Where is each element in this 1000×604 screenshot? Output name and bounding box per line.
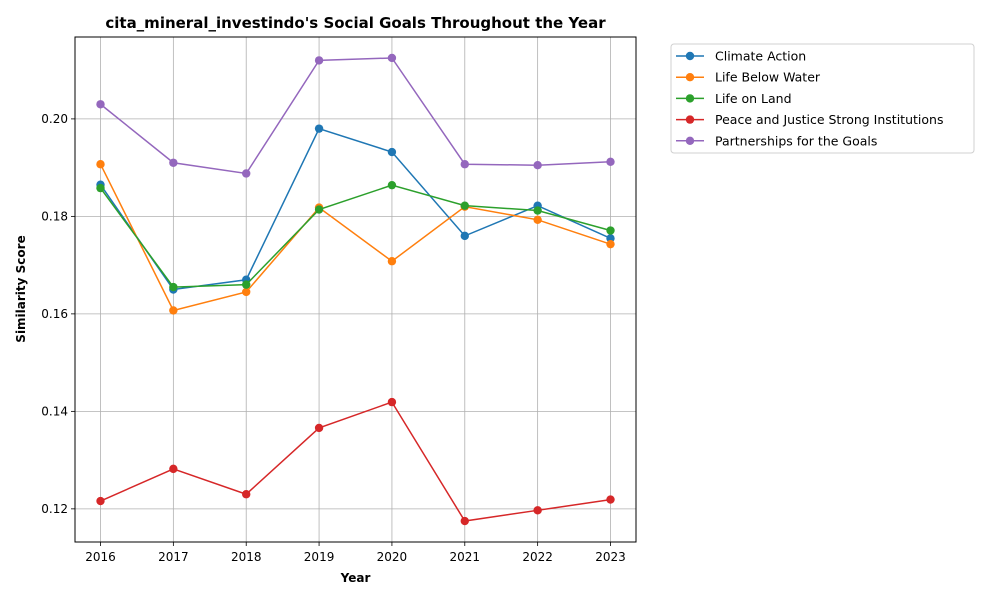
data-point	[314, 124, 324, 133]
legend-label: Peace and Justice Strong Institutions	[715, 112, 943, 127]
data-point	[606, 239, 615, 249]
data-point	[96, 183, 105, 193]
y-axis-title: Similarity Score	[14, 235, 28, 342]
data-point	[533, 160, 542, 170]
plot-frame	[74, 36, 637, 543]
data-point	[242, 280, 251, 289]
data-point	[169, 158, 178, 167]
x-tick-label: 2021	[450, 550, 481, 564]
data-point	[387, 53, 397, 63]
series-group	[96, 180, 615, 292]
data-point	[387, 147, 397, 157]
series-line	[99, 127, 611, 291]
data-point	[387, 397, 397, 407]
data-point	[460, 516, 469, 526]
data-point	[314, 423, 324, 433]
y-tick-label: 0.12	[41, 502, 68, 516]
legend-label: Life on Land	[715, 91, 792, 106]
legend-label: Life Below Water	[715, 70, 821, 85]
data-point	[242, 490, 251, 499]
data-point	[96, 496, 105, 506]
legend-marker	[685, 115, 695, 124]
x-tick-label: 2016	[85, 550, 116, 564]
legend-box	[670, 43, 975, 154]
data-point	[606, 234, 615, 243]
legend-label: Partnerships for the Goals	[715, 133, 877, 148]
data-point	[606, 157, 615, 166]
series-line	[99, 184, 611, 288]
data-point	[606, 226, 615, 235]
legend: Climate Action Life Below Water Life on La…	[670, 43, 975, 154]
x-tick-label: 2019	[304, 550, 335, 564]
y-tick-label: 0.14	[41, 404, 68, 418]
data-point	[169, 306, 178, 315]
data-point	[533, 206, 542, 215]
y-tick-label: 0.20	[41, 112, 68, 126]
x-tick-label: 2018	[231, 550, 262, 564]
y-tick-label: 0.16	[41, 307, 68, 321]
data-point	[460, 160, 469, 169]
series-group	[96, 53, 615, 178]
series-layer	[96, 53, 615, 526]
y-tick-label: 0.18	[41, 209, 68, 223]
data-point	[242, 169, 251, 178]
legend-marker	[685, 51, 695, 61]
data-point	[387, 180, 397, 190]
data-point	[460, 201, 469, 210]
data-point	[169, 282, 178, 292]
axis-ticks: 2016 2017 2018 2019 2020 2021 2022 2023 0.12 0.14…	[41, 112, 625, 564]
series-line	[99, 163, 611, 312]
data-point	[169, 464, 178, 474]
data-point	[533, 215, 542, 224]
series-line	[100, 401, 611, 522]
grid-lines	[75, 37, 636, 542]
legend-marker	[685, 136, 695, 145]
data-point	[460, 231, 469, 241]
chart-title: cita_mineral_investindo's Social Goals T…	[105, 14, 606, 32]
x-tick-label: 2017	[158, 550, 189, 564]
series-line	[100, 57, 611, 175]
data-point	[606, 495, 615, 504]
data-point	[314, 205, 324, 214]
data-point	[242, 287, 251, 297]
data-point	[96, 100, 105, 109]
data-point	[533, 506, 542, 515]
x-tick-label: 2020	[377, 550, 408, 564]
x-tick-label: 2023	[595, 550, 626, 564]
x-tick-label: 2022	[522, 550, 553, 564]
data-point	[387, 257, 397, 266]
legend-marker	[685, 73, 695, 82]
series-group	[96, 397, 615, 526]
data-point	[96, 160, 105, 169]
legend-marker	[685, 94, 695, 103]
legend-label: Climate Action	[715, 49, 806, 64]
data-point	[314, 56, 324, 65]
x-axis-title: Year	[340, 571, 371, 585]
